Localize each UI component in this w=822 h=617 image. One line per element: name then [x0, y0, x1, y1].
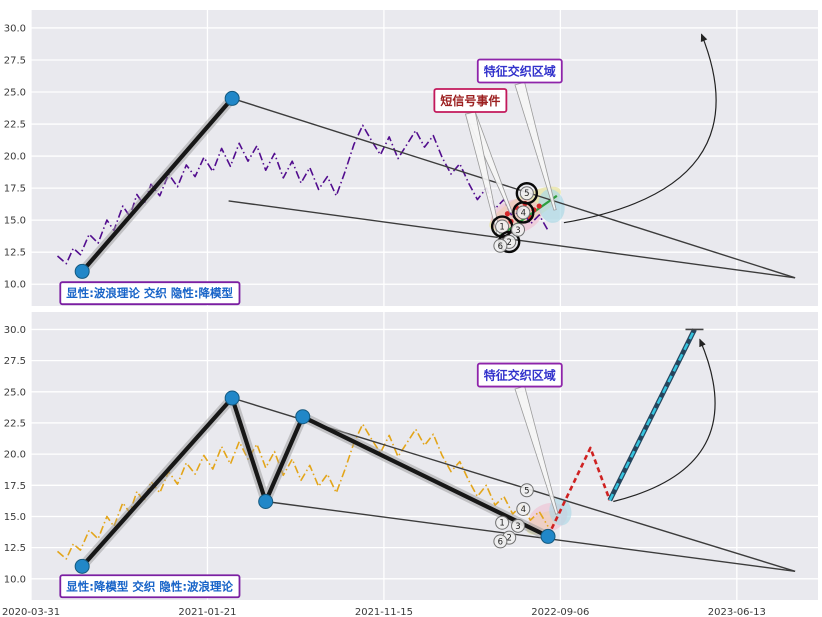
- plot-area: [31, 10, 818, 306]
- y-tick-label: 30.0: [4, 325, 26, 336]
- numbered-marker: [516, 501, 531, 516]
- wave-line: [80, 96, 235, 274]
- numbered-marker: [519, 186, 534, 201]
- y-tick-label: 30.0: [4, 23, 26, 34]
- marker-number: 1: [499, 223, 504, 233]
- label-box: [476, 362, 563, 388]
- event-dot: [504, 211, 511, 217]
- y-tick-label: 17.5: [4, 481, 26, 492]
- trajectory-arrow: [613, 338, 716, 503]
- marker-number: 4: [521, 208, 526, 218]
- y-tick-label: 10.0: [4, 574, 26, 585]
- y-tick-label: 12.5: [4, 543, 26, 554]
- y-tick-label: 22.5: [4, 418, 26, 429]
- numbered-marker: [511, 518, 526, 533]
- y-tick-label: 27.5: [4, 356, 26, 367]
- callout-label: 短信号事件: [440, 93, 500, 108]
- pivot-dot: [540, 528, 556, 544]
- pivot-dot: [74, 558, 90, 574]
- marker-number: 5: [524, 486, 529, 496]
- numbered-marker: [493, 238, 508, 253]
- label-box: [476, 58, 563, 84]
- numbered-marker: [519, 483, 534, 498]
- y-tick-label: 22.5: [4, 120, 26, 131]
- y-tick-label: 15.0: [4, 512, 26, 523]
- projection-line: [608, 328, 696, 501]
- marker-number: 3: [515, 522, 520, 532]
- x-tick-label: 2023-06-13: [708, 607, 766, 617]
- marker-number: 2: [506, 534, 511, 544]
- trendline: [265, 500, 796, 572]
- trajectory-arrow: [563, 33, 717, 224]
- forecast-zigzag: [546, 446, 612, 537]
- pivot-dot: [224, 90, 240, 106]
- trendline: [231, 97, 796, 279]
- x-tick-label: 2022-09-06: [531, 607, 589, 617]
- pivot-dot: [258, 494, 274, 510]
- marker-number: 5: [524, 189, 529, 199]
- marker-number: 6: [498, 242, 503, 252]
- mode-label: 显性:波浪理论 交织 隐性:降模型: [66, 286, 233, 300]
- plot-area: [31, 312, 818, 600]
- label-box: [59, 281, 241, 306]
- marker-number: 1: [499, 519, 504, 529]
- callout-label: 特征交织区域: [484, 64, 556, 79]
- y-tick-label: 20.0: [4, 152, 26, 163]
- label-box: [59, 574, 241, 599]
- y-tick-label: 25.0: [4, 88, 26, 99]
- marker-number: 2: [506, 238, 511, 248]
- numbered-marker: [516, 205, 531, 220]
- x-tick-label: 2021-01-21: [178, 607, 236, 617]
- y-tick-label: 25.0: [4, 387, 26, 398]
- mode-label: 显性:降模型 交织 隐性:波浪理论: [66, 579, 233, 593]
- callout-label: 特征交织区域: [484, 368, 556, 383]
- numbered-marker: [511, 222, 526, 237]
- pivot-dot: [74, 263, 90, 279]
- x-tick-label: 2020-03-31: [2, 607, 60, 617]
- y-tick-label: 10.0: [4, 280, 26, 291]
- pivot-dot: [224, 390, 240, 406]
- y-tick-label: 20.0: [4, 450, 26, 461]
- pivot-dot: [295, 409, 311, 425]
- event-dot: [536, 203, 542, 209]
- numbered-marker: [493, 534, 508, 549]
- numbered-marker: [495, 219, 510, 234]
- marker-ring: [515, 182, 539, 205]
- marker-number: 3: [515, 226, 520, 236]
- numbered-marker: [495, 515, 510, 530]
- y-tick-label: 15.0: [4, 216, 26, 227]
- marker-number: 6: [498, 537, 503, 547]
- y-tick-label: 17.5: [4, 184, 26, 195]
- y-tick-label: 27.5: [4, 55, 26, 66]
- label-box: [433, 88, 508, 113]
- marker-number: 4: [521, 505, 526, 515]
- x-tick-label: 2021-11-15: [355, 607, 413, 617]
- y-tick-label: 12.5: [4, 248, 26, 259]
